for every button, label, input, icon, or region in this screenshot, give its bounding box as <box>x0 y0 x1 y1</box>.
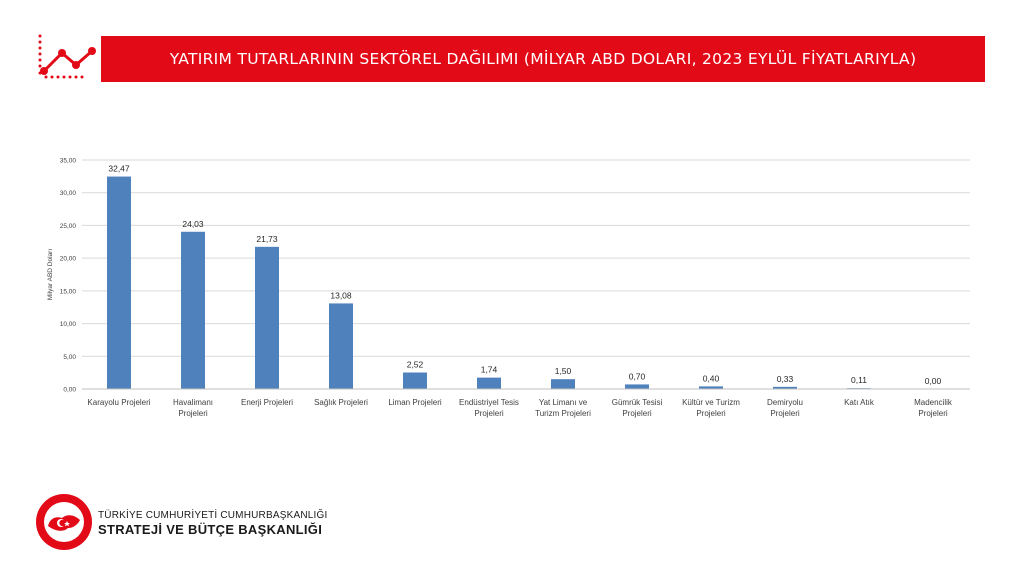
x-tick-label: Projeleri <box>696 409 726 418</box>
data-label: 0,00 <box>925 376 942 386</box>
y-tick-label: 25,00 <box>60 223 77 230</box>
x-tick-label: Projeleri <box>918 409 948 418</box>
data-label: 0,70 <box>629 371 646 381</box>
x-tick-label: Kültür ve Turizm <box>682 398 740 407</box>
data-label: 13,08 <box>330 290 352 300</box>
x-tick-label: Havalimanı <box>173 398 213 407</box>
bar <box>329 303 353 389</box>
bar <box>773 386 797 389</box>
y-tick-label: 20,00 <box>60 256 77 263</box>
line-chart-icon <box>38 34 96 79</box>
footer-line2: STRATEJİ VE BÜTÇE BAŞKANLIĞI <box>98 522 323 537</box>
bar <box>477 377 501 389</box>
x-tick-label: Sağlık Projeleri <box>314 398 368 407</box>
data-label: 24,03 <box>182 219 204 229</box>
footer-line1: TÜRKİYE CUMHURİYETİ CUMHURBAŞKANLIĞI <box>98 510 328 521</box>
x-tick-label: Demiryolu <box>767 398 803 407</box>
x-tick-label: Katı Atık <box>844 398 875 407</box>
x-tick-label: Turizm Projeleri <box>535 409 591 418</box>
bar <box>403 372 427 389</box>
bar-chart: 0,00 5,00 10,00 15,00 20,00 25,00 30,00 35,00 Mi… <box>47 158 970 418</box>
y-axis-label: Milyar ABD Doları <box>47 249 54 300</box>
bar <box>699 386 723 389</box>
bar <box>181 231 205 389</box>
x-tick-label: Enerji Projeleri <box>241 398 293 407</box>
data-label: 0,40 <box>703 373 720 383</box>
data-label: 0,11 <box>851 375 867 385</box>
data-label: 1,74 <box>481 365 498 375</box>
y-tick-label: 10,00 <box>60 321 77 328</box>
y-tick-label: 30,00 <box>60 190 77 197</box>
y-tick-label: 15,00 <box>60 288 77 295</box>
sbb-seal-logo <box>36 494 92 550</box>
y-tick-label: 35,00 <box>60 158 77 165</box>
bar <box>255 246 279 389</box>
data-label: 32,47 <box>108 164 130 174</box>
footer-organization: TÜRKİYE CUMHURİYETİ CUMHURBAŞKANLIĞI STR… <box>98 510 327 537</box>
x-tick-label: Projeleri <box>770 409 800 418</box>
data-label: 0,33 <box>777 374 794 384</box>
page-title: YATIRIM TUTARLARININ SEKTÖREL DAĞILIMI (… <box>101 36 985 82</box>
bar <box>551 379 575 389</box>
x-tick-label: Madencilik <box>914 398 953 407</box>
y-tick-label: 5,00 <box>63 354 76 361</box>
y-tick-label: 0,00 <box>63 387 76 394</box>
x-tick-label: Gümrük Tesisi <box>612 398 663 407</box>
x-tick-label: Projeleri <box>474 409 504 418</box>
data-label: 21,73 <box>256 234 278 244</box>
x-tick-label: Liman Projeleri <box>388 398 442 407</box>
x-tick-label: Karayolu Projeleri <box>87 398 150 407</box>
data-label: 2,52 <box>407 360 424 370</box>
x-tick-label: Endüstriyel Tesis <box>459 398 519 407</box>
x-tick-label: Yat Limanı ve <box>539 398 588 407</box>
x-tick-label: Projeleri <box>622 409 652 418</box>
x-tick-label: Projeleri <box>178 409 208 418</box>
bar <box>625 384 649 389</box>
bar <box>107 176 131 389</box>
data-label: 1,50 <box>555 366 572 376</box>
